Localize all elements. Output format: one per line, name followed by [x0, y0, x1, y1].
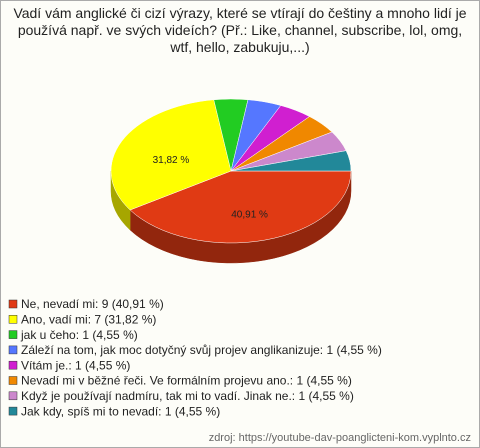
slice-label: 40,91 %	[231, 210, 268, 221]
legend-label: Ano, vadí mi: 7 (31,82 %)	[21, 312, 156, 326]
legend-label: Jak kdy, spíš mi to nevadí: 1 (4,55 %)	[21, 404, 220, 418]
legend-swatch	[8, 345, 18, 355]
pie-slice	[230, 150, 352, 172]
legend-label: jak u čeho: 1 (4,55 %)	[20, 328, 138, 342]
legend-label: Záleží na tom, jak moc dotyčný svůj proj…	[21, 343, 382, 357]
legend-swatch	[8, 376, 18, 385]
legend-label: Nevadí mi v běžné řeči. Ve formálním pro…	[21, 374, 352, 388]
legend-swatch	[8, 406, 18, 416]
legend-label: Vítám je.: 1 (4,55 %)	[21, 358, 130, 372]
legend-swatch	[8, 330, 18, 339]
pie-slice	[129, 170, 352, 244]
legend-swatch	[8, 299, 18, 309]
pie-slice	[110, 99, 232, 211]
source: zdroj: https://youtube-dav-poanglicteni-…	[209, 432, 471, 444]
legend-swatch	[8, 391, 18, 401]
legend-label: Ne, nevadí mi: 9 (40,91 %)	[21, 297, 164, 311]
legend-swatch	[8, 360, 18, 370]
legend-swatch	[8, 315, 18, 324]
chart-title: Vadí vám anglické či cizí výrazy, které …	[13, 5, 467, 55]
slice-label: 31,82 %	[153, 155, 190, 166]
legend-label: Když je používají nadmíru, tak mi to vad…	[21, 389, 354, 403]
